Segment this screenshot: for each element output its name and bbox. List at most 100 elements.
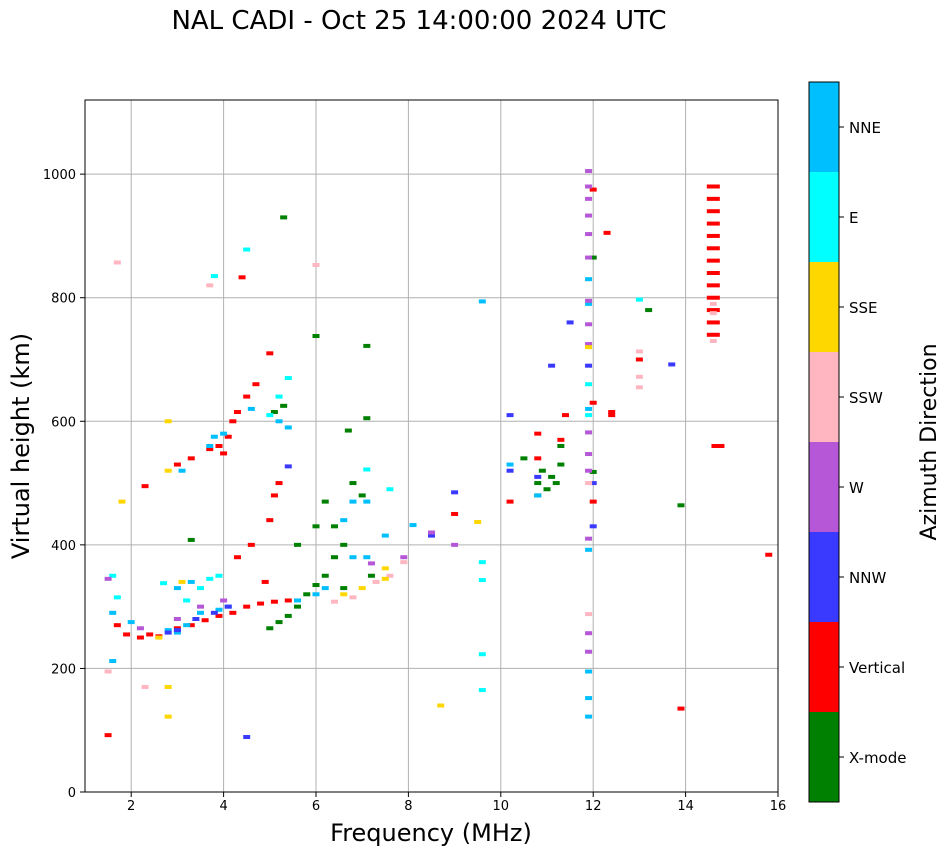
- data-point: [534, 474, 542, 479]
- data-point: [372, 579, 380, 584]
- data-point: [215, 607, 223, 612]
- data-point: [706, 332, 720, 337]
- data-point: [538, 468, 546, 473]
- data-point: [252, 382, 260, 387]
- data-point: [233, 555, 241, 560]
- data-point: [585, 413, 593, 418]
- colorbar-segment: [809, 712, 839, 802]
- data-point: [344, 428, 352, 433]
- data-point: [330, 599, 338, 604]
- colorbar-segment: [809, 172, 839, 262]
- data-point: [677, 503, 685, 508]
- data-point: [173, 586, 181, 591]
- data-point: [709, 338, 717, 343]
- data-point: [178, 579, 186, 584]
- series-nne: [109, 277, 593, 719]
- data-point: [711, 444, 725, 448]
- data-point: [358, 586, 366, 591]
- series-e: [109, 247, 643, 693]
- data-point: [187, 456, 195, 461]
- data-point: [210, 274, 218, 279]
- data-point: [706, 283, 720, 288]
- data-point: [224, 434, 232, 439]
- data-point: [312, 334, 320, 339]
- x-tick-label: 10: [493, 799, 510, 814]
- data-point: [340, 518, 348, 523]
- data-point: [349, 499, 357, 504]
- data-point: [706, 221, 720, 226]
- data-point: [585, 169, 593, 174]
- y-tick-label: 400: [51, 539, 76, 554]
- data-point: [557, 444, 565, 448]
- data-point: [266, 351, 274, 356]
- colorbar-tick-label: SSE: [849, 299, 878, 317]
- data-point: [585, 406, 593, 411]
- data-point: [589, 255, 597, 260]
- data-point: [706, 258, 720, 263]
- data-point: [543, 487, 551, 492]
- data-point: [243, 247, 251, 252]
- data-point: [557, 462, 565, 467]
- data-point: [187, 537, 195, 542]
- data-point: [284, 598, 292, 603]
- data-point: [243, 604, 251, 609]
- colorbar-tick-label: NNE: [849, 119, 881, 137]
- data-point: [173, 630, 181, 635]
- data-point: [585, 468, 593, 473]
- data-point: [349, 481, 357, 486]
- data-point: [178, 468, 186, 473]
- data-point: [585, 232, 593, 237]
- data-point: [706, 308, 720, 313]
- data-point: [210, 610, 218, 615]
- data-point: [478, 560, 486, 565]
- colorbar-tick-label: NNW: [849, 569, 886, 587]
- data-point: [635, 374, 643, 379]
- data-point: [428, 530, 435, 535]
- data-point: [187, 623, 195, 628]
- data-point: [585, 631, 593, 636]
- data-point: [220, 598, 228, 603]
- data-point: [257, 601, 265, 606]
- data-point: [381, 576, 389, 581]
- data-point: [635, 297, 643, 302]
- data-point: [645, 308, 653, 313]
- series-ssw: [104, 260, 717, 689]
- data-point: [585, 363, 593, 368]
- x-axis-label: Frequency (MHz): [330, 819, 532, 847]
- chart-title: NAL CADI - Oct 25 14:00:00 2024 UTC: [171, 6, 667, 36]
- data-point: [386, 487, 394, 492]
- data-point: [206, 444, 214, 448]
- data-point: [164, 468, 172, 473]
- data-point: [585, 536, 593, 541]
- data-point: [635, 357, 643, 362]
- data-point: [224, 604, 232, 609]
- data-point: [706, 196, 720, 201]
- data-point: [451, 511, 459, 516]
- data-point: [183, 623, 191, 628]
- data-point: [270, 493, 278, 498]
- data-point: [635, 349, 643, 354]
- data-point: [164, 630, 172, 635]
- data-point: [270, 599, 278, 604]
- data-point: [261, 579, 269, 584]
- data-point: [589, 469, 597, 474]
- x-axis-ticks: 2 4 6 8 10 12 14 16: [127, 792, 786, 814]
- y-tick-label: 800: [51, 292, 76, 307]
- data-point: [589, 481, 597, 486]
- data-point: [589, 400, 597, 405]
- data-point: [340, 542, 348, 547]
- data-point: [534, 481, 542, 486]
- data-point: [566, 320, 574, 325]
- data-point: [506, 413, 514, 418]
- data-point: [312, 262, 320, 267]
- data-point: [706, 246, 720, 251]
- colorbar-label: Azimuth Direction: [917, 343, 942, 540]
- data-point: [585, 669, 593, 674]
- series-x-mode: [187, 215, 685, 631]
- data-point: [552, 481, 560, 486]
- y-axis-label: Virtual height (km): [7, 333, 35, 559]
- data-point: [197, 610, 204, 615]
- data-point: [585, 714, 593, 719]
- data-point: [312, 592, 320, 597]
